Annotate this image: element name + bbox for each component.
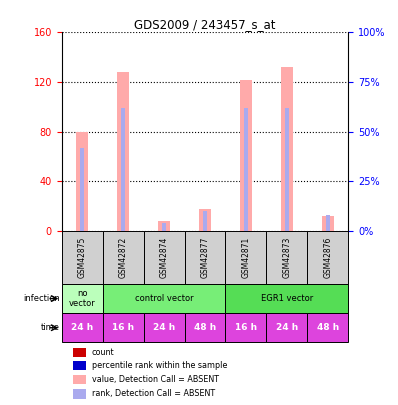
Bar [203, 211, 207, 231]
Bar [117, 72, 129, 231]
Bar [285, 108, 289, 231]
Bar [326, 215, 330, 231]
Text: 24 h: 24 h [71, 323, 93, 332]
Bar [240, 79, 252, 231]
Text: 24 h: 24 h [276, 323, 298, 332]
Bar [73, 389, 86, 399]
Bar [121, 108, 125, 231]
Text: time: time [41, 323, 60, 332]
Bar [185, 313, 225, 342]
Bar [144, 231, 185, 284]
Text: 48 h: 48 h [194, 323, 216, 332]
Bar [266, 313, 307, 342]
Bar [103, 313, 144, 342]
Bar [307, 231, 348, 284]
Bar [158, 221, 170, 231]
Bar [266, 231, 307, 284]
Text: infection: infection [23, 294, 60, 303]
Text: 16 h: 16 h [112, 323, 134, 332]
Bar [281, 67, 293, 231]
Text: rank, Detection Call = ABSENT: rank, Detection Call = ABSENT [92, 389, 215, 399]
Text: GSM42873: GSM42873 [282, 237, 291, 278]
Bar [73, 361, 86, 370]
Text: GSM42871: GSM42871 [242, 237, 250, 278]
Text: no
vector: no vector [69, 289, 96, 308]
Text: EGR1 vector: EGR1 vector [261, 294, 313, 303]
Text: GSM42875: GSM42875 [78, 237, 87, 278]
Bar [322, 216, 334, 231]
Bar [225, 313, 266, 342]
Bar [73, 375, 86, 384]
Text: 16 h: 16 h [235, 323, 257, 332]
Text: count: count [92, 348, 114, 357]
Bar [225, 231, 266, 284]
Bar [307, 313, 348, 342]
Bar [103, 231, 144, 284]
Text: control vector: control vector [135, 294, 193, 303]
Bar [80, 147, 84, 231]
Text: GSM42876: GSM42876 [323, 237, 332, 278]
Bar [62, 231, 103, 284]
Bar [62, 313, 103, 342]
Text: value, Detection Call = ABSENT: value, Detection Call = ABSENT [92, 375, 219, 384]
Text: 48 h: 48 h [317, 323, 339, 332]
Bar [76, 132, 88, 231]
Bar [62, 284, 103, 313]
Bar [244, 108, 248, 231]
Bar [185, 231, 225, 284]
Bar [225, 284, 348, 313]
Text: GSM42877: GSM42877 [201, 237, 209, 278]
Title: GDS2009 / 243457_s_at: GDS2009 / 243457_s_at [134, 18, 276, 31]
Text: percentile rank within the sample: percentile rank within the sample [92, 361, 227, 370]
Bar [144, 313, 185, 342]
Bar [73, 348, 86, 357]
Bar [162, 223, 166, 231]
Text: 24 h: 24 h [153, 323, 175, 332]
Text: GSM42874: GSM42874 [160, 237, 168, 278]
Bar [103, 284, 225, 313]
Text: GSM42872: GSM42872 [119, 237, 128, 278]
Bar [199, 209, 211, 231]
